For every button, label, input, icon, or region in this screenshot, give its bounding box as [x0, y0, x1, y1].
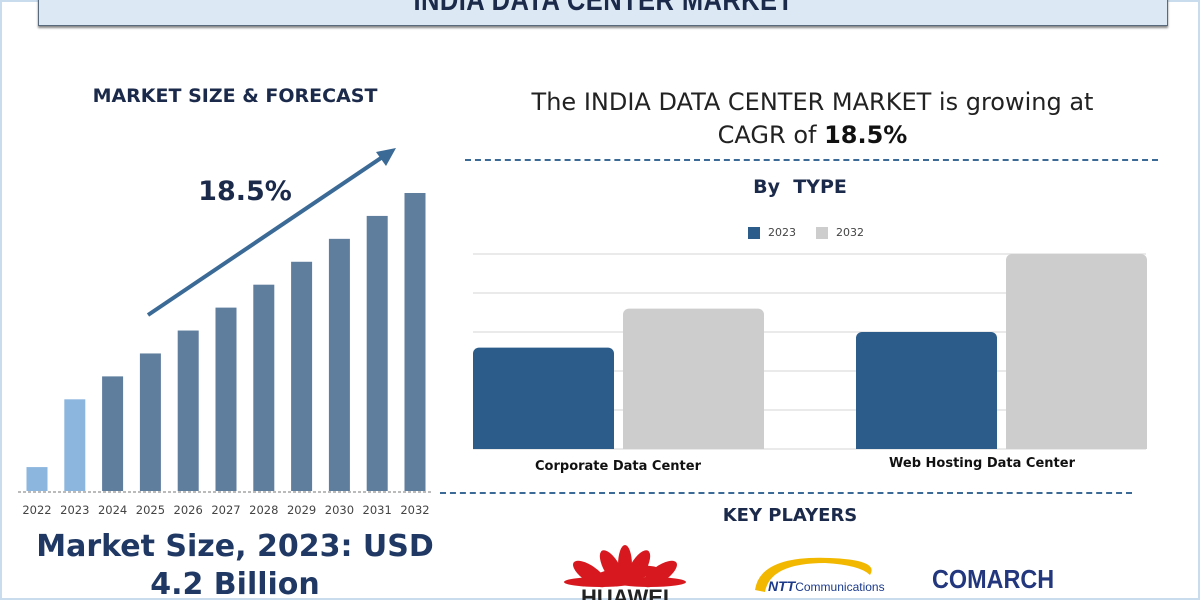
year-tick-label: 2025 [136, 503, 165, 517]
legend-item-2023: 2023 [748, 226, 796, 239]
legend-swatch [748, 227, 760, 239]
year-tick-label: 2032 [400, 503, 429, 517]
category-label: Web Hosting Data Center [889, 456, 1075, 471]
category-label: Corporate Data Center [535, 459, 701, 474]
divider-top [465, 159, 1158, 161]
type-bar [856, 332, 997, 449]
year-tick-label: 2023 [60, 503, 89, 517]
market-size-text: Market Size, 2023: USD 4.2 Billion [10, 528, 460, 604]
type-bar-base [473, 441, 614, 449]
divider-bottom [440, 492, 1132, 494]
type-chart-title: By TYPE [753, 176, 847, 198]
forecast-bar [102, 376, 124, 491]
headline-cagr-prefix: CAGR of [717, 121, 825, 149]
forecast-heading: MARKET SIZE & FORECAST [92, 85, 378, 107]
year-tick-label: 2031 [363, 503, 392, 517]
forecast-bar [328, 238, 350, 491]
type-bar [1006, 254, 1147, 449]
legend-label: 2023 [768, 226, 796, 239]
legend-swatch [816, 227, 828, 239]
year-tick-label: 2026 [174, 503, 203, 517]
title-banner: INDIA DATA CENTER MARKET [38, 0, 1168, 26]
forecast-bar [64, 399, 86, 491]
forecast-bar [291, 261, 313, 491]
type-bar-base [1006, 441, 1147, 449]
huawei-wordmark: HUAWEI [581, 585, 669, 600]
type-chart-legend: 2023 2032 [748, 226, 864, 239]
ntt-wordmark: NTTCommunications [768, 578, 885, 594]
forecast-bar [253, 284, 275, 491]
type-bar-base [856, 441, 997, 449]
year-tick-label: 2030 [325, 503, 354, 517]
growth-arrow [146, 154, 386, 317]
forecast-bar [404, 192, 426, 491]
type-bar-base [623, 441, 764, 449]
page-title: INDIA DATA CENTER MARKET [413, 0, 793, 17]
forecast-bar [139, 353, 161, 491]
year-tick-label: 2024 [98, 503, 127, 517]
headline-line1: The INDIA DATA CENTER MARKET is growing … [531, 88, 1094, 116]
legend-item-2032: 2032 [816, 226, 864, 239]
market-size-line1: Market Size, 2023: USD [36, 529, 434, 564]
cagr-headline: The INDIA DATA CENTER MARKET is growing … [460, 86, 1165, 152]
year-tick-label: 2029 [287, 503, 316, 517]
cagr-annotation: 18.5% [198, 176, 292, 207]
headline-cagr-value: 18.5% [824, 121, 908, 149]
forecast-bar [215, 307, 237, 491]
forecast-bar [26, 467, 48, 491]
huawei-logo: HUAWEI [564, 545, 686, 600]
arrow-head-icon [376, 148, 396, 166]
year-tick-label: 2027 [211, 503, 240, 517]
type-bar [623, 308, 764, 449]
ntt-logo: NTTCommunications [755, 557, 885, 594]
forecast-bar [366, 215, 388, 492]
forecast-bar [177, 330, 199, 491]
year-tick-label: 2028 [249, 503, 278, 517]
comarch-logo: COMARCH [932, 566, 1054, 594]
year-tick-label: 2022 [22, 503, 51, 517]
key-players-heading: KEY PLAYERS [722, 505, 858, 526]
legend-label: 2032 [836, 226, 864, 239]
market-size-line2: 4.2 Billion [150, 567, 320, 602]
type-bar [473, 347, 614, 449]
headline-line2: CAGR of 18.5% [460, 119, 1165, 152]
